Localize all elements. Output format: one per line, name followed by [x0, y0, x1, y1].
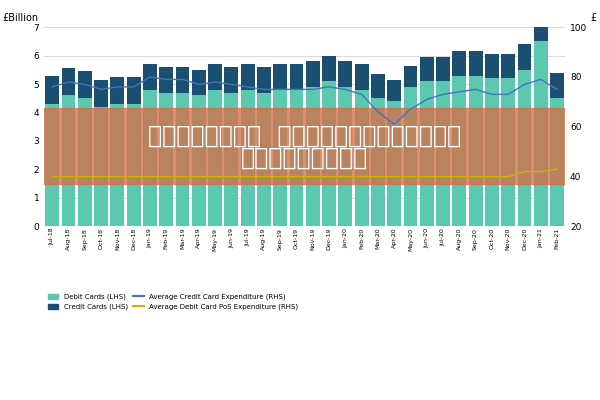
Bar	[274, 90, 287, 226]
Bar	[192, 96, 206, 226]
Bar	[78, 71, 92, 98]
Text: £Billion: £Billion	[2, 13, 38, 23]
Bar	[241, 64, 254, 90]
Bar	[176, 67, 190, 92]
Bar	[176, 92, 190, 226]
Bar	[322, 81, 336, 226]
Bar	[224, 92, 238, 226]
Bar	[44, 108, 565, 184]
Bar	[257, 67, 271, 92]
Bar	[485, 54, 499, 78]
Bar	[241, 90, 254, 226]
Bar	[436, 57, 450, 81]
Bar	[387, 80, 401, 101]
Bar	[452, 76, 466, 226]
Text: 配资炒股配资优秀  《机构调研记录》长信基金调: 配资炒股配资优秀 《机构调研记录》长信基金调	[148, 124, 461, 148]
Bar	[62, 96, 76, 226]
Bar	[143, 64, 157, 90]
Bar	[306, 61, 320, 87]
Legend: Debit Cards (LHS), Credit Cards (LHS), Average Credit Card Expenditure (RHS), Av: Debit Cards (LHS), Credit Cards (LHS), A…	[47, 294, 298, 310]
Bar	[290, 90, 304, 226]
Bar	[192, 70, 206, 96]
Text: £: £	[590, 13, 596, 23]
Bar	[518, 44, 532, 70]
Bar	[469, 76, 482, 226]
Bar	[404, 66, 418, 87]
Bar	[110, 104, 124, 226]
Bar	[46, 76, 59, 104]
Bar	[143, 90, 157, 226]
Bar	[420, 81, 434, 226]
Bar	[94, 107, 108, 226]
Bar	[160, 67, 173, 92]
Bar	[550, 98, 564, 226]
Bar	[127, 104, 140, 226]
Bar	[371, 74, 385, 98]
Bar	[469, 51, 482, 76]
Bar	[355, 90, 368, 226]
Bar	[387, 101, 401, 226]
Text: 研新相微、城投控股: 研新相微、城投控股	[241, 146, 368, 170]
Bar	[338, 61, 352, 87]
Bar	[534, 41, 548, 226]
Bar	[208, 64, 222, 90]
Bar	[46, 104, 59, 226]
Bar	[127, 77, 140, 104]
Bar	[501, 54, 515, 78]
Bar	[94, 80, 108, 107]
Bar	[338, 87, 352, 226]
Bar	[208, 90, 222, 226]
Bar	[62, 68, 76, 96]
Bar	[404, 87, 418, 226]
Bar	[110, 77, 124, 104]
Bar	[306, 87, 320, 226]
Bar	[290, 64, 304, 90]
Bar	[274, 64, 287, 90]
Bar	[257, 92, 271, 226]
Bar	[550, 73, 564, 98]
Bar	[501, 78, 515, 226]
Bar	[534, 16, 548, 41]
Bar	[224, 67, 238, 92]
Bar	[322, 56, 336, 81]
Bar	[78, 98, 92, 226]
Bar	[518, 70, 532, 226]
Bar	[371, 98, 385, 226]
Bar	[485, 78, 499, 226]
Bar	[452, 51, 466, 76]
Bar	[355, 64, 368, 90]
Bar	[420, 57, 434, 81]
Bar	[436, 81, 450, 226]
Bar	[160, 92, 173, 226]
